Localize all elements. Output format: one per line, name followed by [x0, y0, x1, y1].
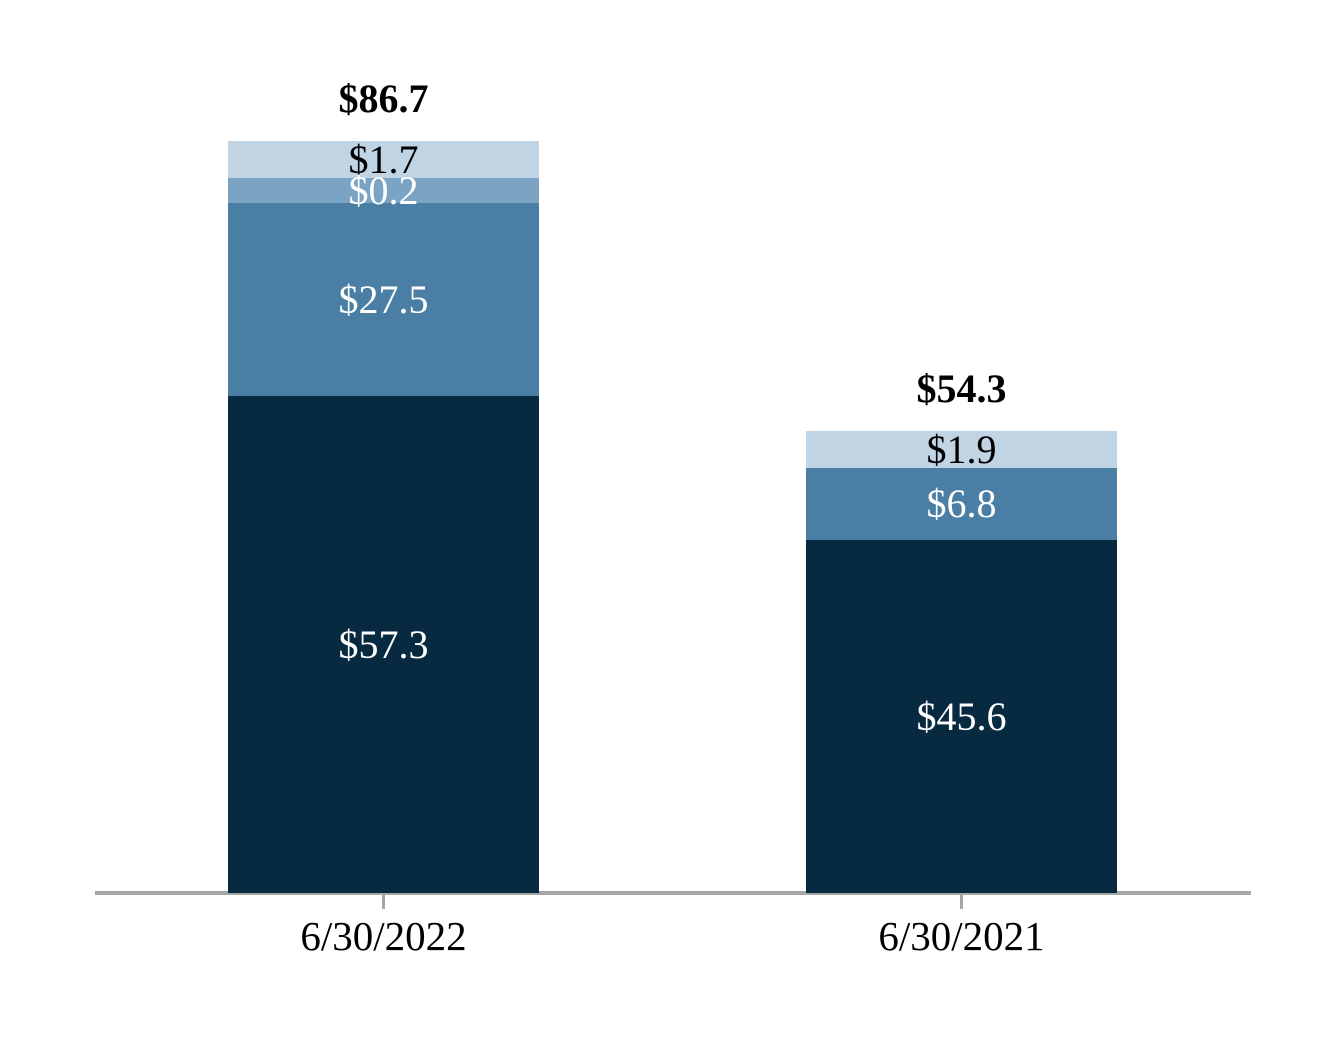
- x-axis-tick: [960, 895, 963, 909]
- bar-segment: $27.5: [228, 203, 539, 396]
- bar-segment-label: $1.7: [348, 136, 419, 182]
- x-axis-line: [95, 891, 1251, 895]
- bar-segment-label: $6.8: [926, 481, 997, 526]
- bar-segment: $0.2: [228, 170, 539, 210]
- bar-segment: $1.7: [228, 136, 539, 182]
- bar-total-label: $54.3: [916, 366, 1007, 411]
- bar-segment-label: $45.6: [916, 693, 1007, 739]
- bar-segment: $6.8: [806, 468, 1117, 540]
- bar-segment-label: $27.5: [338, 276, 429, 322]
- bar-segment: $57.3: [228, 396, 539, 893]
- bar-segment: $1.9: [806, 426, 1117, 472]
- stacked-bar: $1.7 $0.2 $27.5 $57.3: [228, 136, 539, 893]
- x-axis-category-label: 6/30/2021: [878, 913, 1045, 959]
- stacked-bar: $1.9 $6.8 $45.6: [806, 426, 1117, 893]
- x-axis-tick: [382, 895, 385, 909]
- bar-segment-label: $57.3: [338, 621, 429, 667]
- bar-total-label: $86.7: [338, 76, 429, 121]
- bar-segment-label: $1.9: [926, 426, 997, 472]
- bar-segment: $45.6: [806, 540, 1117, 893]
- x-axis-category-label: 6/30/2022: [300, 913, 467, 959]
- bar-segment-label: $0.2: [348, 167, 419, 213]
